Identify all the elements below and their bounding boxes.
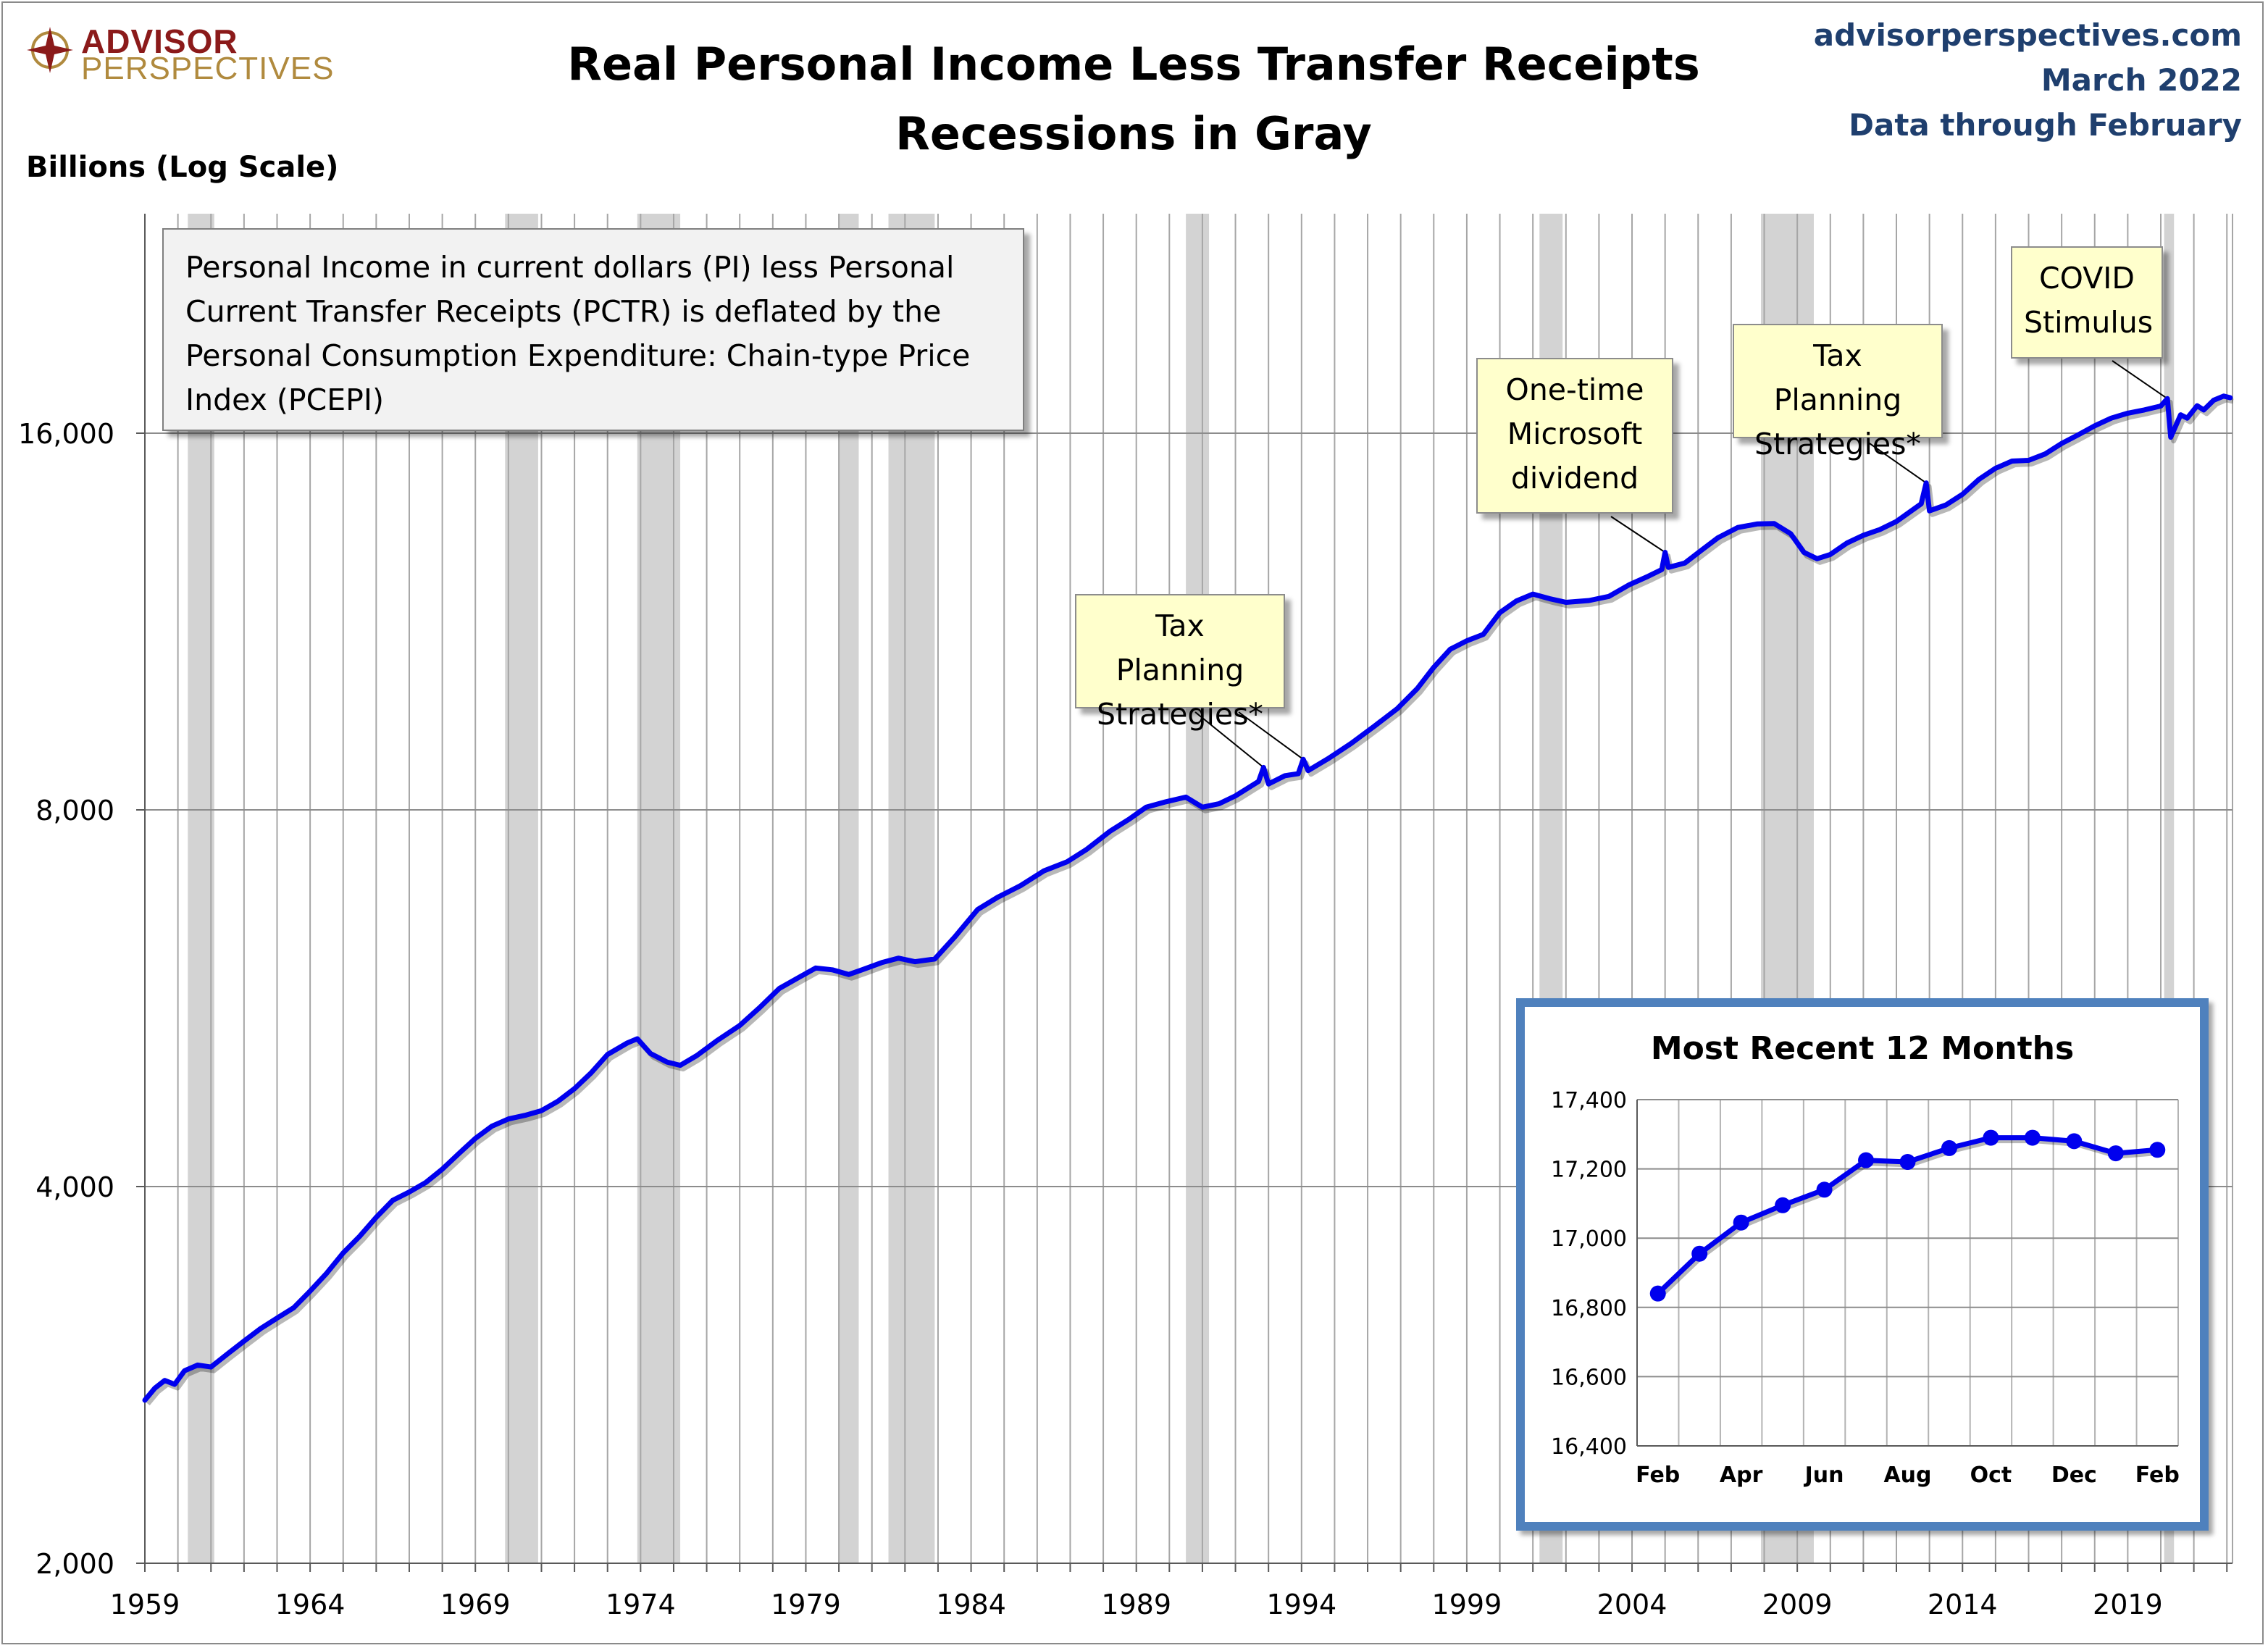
inset-title: Most Recent 12 Months (1650, 1030, 2075, 1067)
compass-rose-icon (27, 27, 73, 73)
inset-data-point (1816, 1181, 1833, 1198)
inset-data-point (2149, 1142, 2166, 1158)
x-tick-label: 1964 (275, 1589, 346, 1620)
description-box: Personal Income in current dollars (PI) … (162, 228, 1024, 431)
inset-data-point (1733, 1214, 1749, 1231)
inset-data-point (1983, 1129, 1999, 1146)
inset-data-point (1775, 1197, 1791, 1213)
chart-subtitle: Recessions in Gray (895, 107, 1372, 160)
source-date: March 2022 (2041, 62, 2242, 98)
x-tick-label: 1959 (110, 1589, 180, 1620)
logo-text-bottom: PERSPECTIVES (81, 51, 335, 86)
y-tick-label: 8,000 (35, 795, 114, 827)
x-tick-label: 2009 (1762, 1589, 1833, 1620)
inset-x-tick-label: Aug (1883, 1463, 1931, 1488)
annotation-microsoft-dividend: One-time Microsoft dividend (1476, 358, 1673, 514)
logo: ADVISOR PERSPECTIVES (26, 22, 333, 87)
inset-y-tick-label: 16,800 (1551, 1296, 1627, 1321)
inset-y-tick-label: 16,400 (1551, 1434, 1627, 1460)
source-site: advisorperspectives.com (1813, 17, 2242, 53)
x-tick-label: 1974 (606, 1589, 676, 1620)
inset-y-tick-label: 16,600 (1551, 1365, 1627, 1390)
series-line (142, 393, 2233, 1403)
recession-band (1186, 214, 1210, 1563)
annotation-tax-planning-2: Tax Planning Strategies* (1733, 324, 1943, 461)
inset-data-point (1899, 1154, 1916, 1171)
inset-x-tick-label: Feb (1636, 1463, 1680, 1488)
inset-data-point (2066, 1133, 2083, 1150)
annotation-leader-line (1238, 711, 1304, 761)
inset-data-point (1858, 1152, 1875, 1168)
annotation-leader-line (1610, 516, 1666, 553)
inset-panel: Most Recent 12 Months 16,400 16,600 16,800… (1516, 998, 2209, 1531)
inset-data-point (1691, 1245, 1708, 1262)
inset-y-tick-label: 17,400 (1551, 1088, 1627, 1113)
inset-data-point (1649, 1285, 1666, 1302)
x-tick-label: 2014 (1928, 1589, 1998, 1620)
source-note: Data through February (1849, 107, 2242, 143)
chart-title: Real Personal Income Less Transfer Recei… (567, 38, 1700, 91)
inset-data-point (1941, 1139, 1957, 1156)
inset-x-tick-label: Apr (1720, 1463, 1763, 1488)
inset-x-tick-label: Dec (2051, 1463, 2097, 1488)
recession-band (888, 214, 935, 1563)
x-tick-label: 1989 (1101, 1589, 1171, 1620)
annotation-tax-planning-1: Tax Planning Strategies* (1075, 594, 1285, 732)
y-tick-label: 2,000 (35, 1548, 114, 1580)
annotation-leader-line (2112, 360, 2168, 400)
recession-band (839, 214, 859, 1563)
x-tick-label: 1969 (440, 1589, 511, 1620)
x-tick-label: 1999 (1432, 1589, 1502, 1620)
inset-chart: 16,400 16,600 16,800 17,000 17,200 17,400 Feb A… (1551, 1088, 2180, 1488)
inset-x-tick-label: Feb (2135, 1463, 2180, 1488)
y-tick-label: 4,000 (35, 1171, 114, 1203)
x-tick-label: 2019 (2093, 1589, 2163, 1620)
inset-y-tick-label: 17,200 (1551, 1158, 1627, 1183)
logo-text-top: ADVISOR (81, 22, 238, 60)
x-tick-label: 2004 (1597, 1589, 1667, 1620)
x-tick-label: 1984 (936, 1589, 1006, 1620)
inset-x-tick-label: Oct (1970, 1463, 2012, 1488)
x-tick-label: 1994 (1266, 1589, 1336, 1620)
annotation-leader-line (1194, 711, 1264, 769)
inset-y-tick-label: 17,000 (1551, 1226, 1627, 1252)
x-tick-label: 1979 (771, 1589, 841, 1620)
y-tick-label: 16,000 (18, 418, 114, 450)
recession-band (505, 214, 538, 1563)
y-axis-label: Billions (Log Scale) (26, 151, 339, 184)
inset-data-point (2024, 1129, 2041, 1146)
recession-band (188, 214, 214, 1563)
inset-data-point (2107, 1145, 2124, 1162)
inset-x-tick-label: Jun (1804, 1463, 1844, 1488)
annotation-covid-stimulus: COVID Stimulus (2011, 246, 2163, 359)
annotation-leader-line (1867, 441, 1927, 484)
